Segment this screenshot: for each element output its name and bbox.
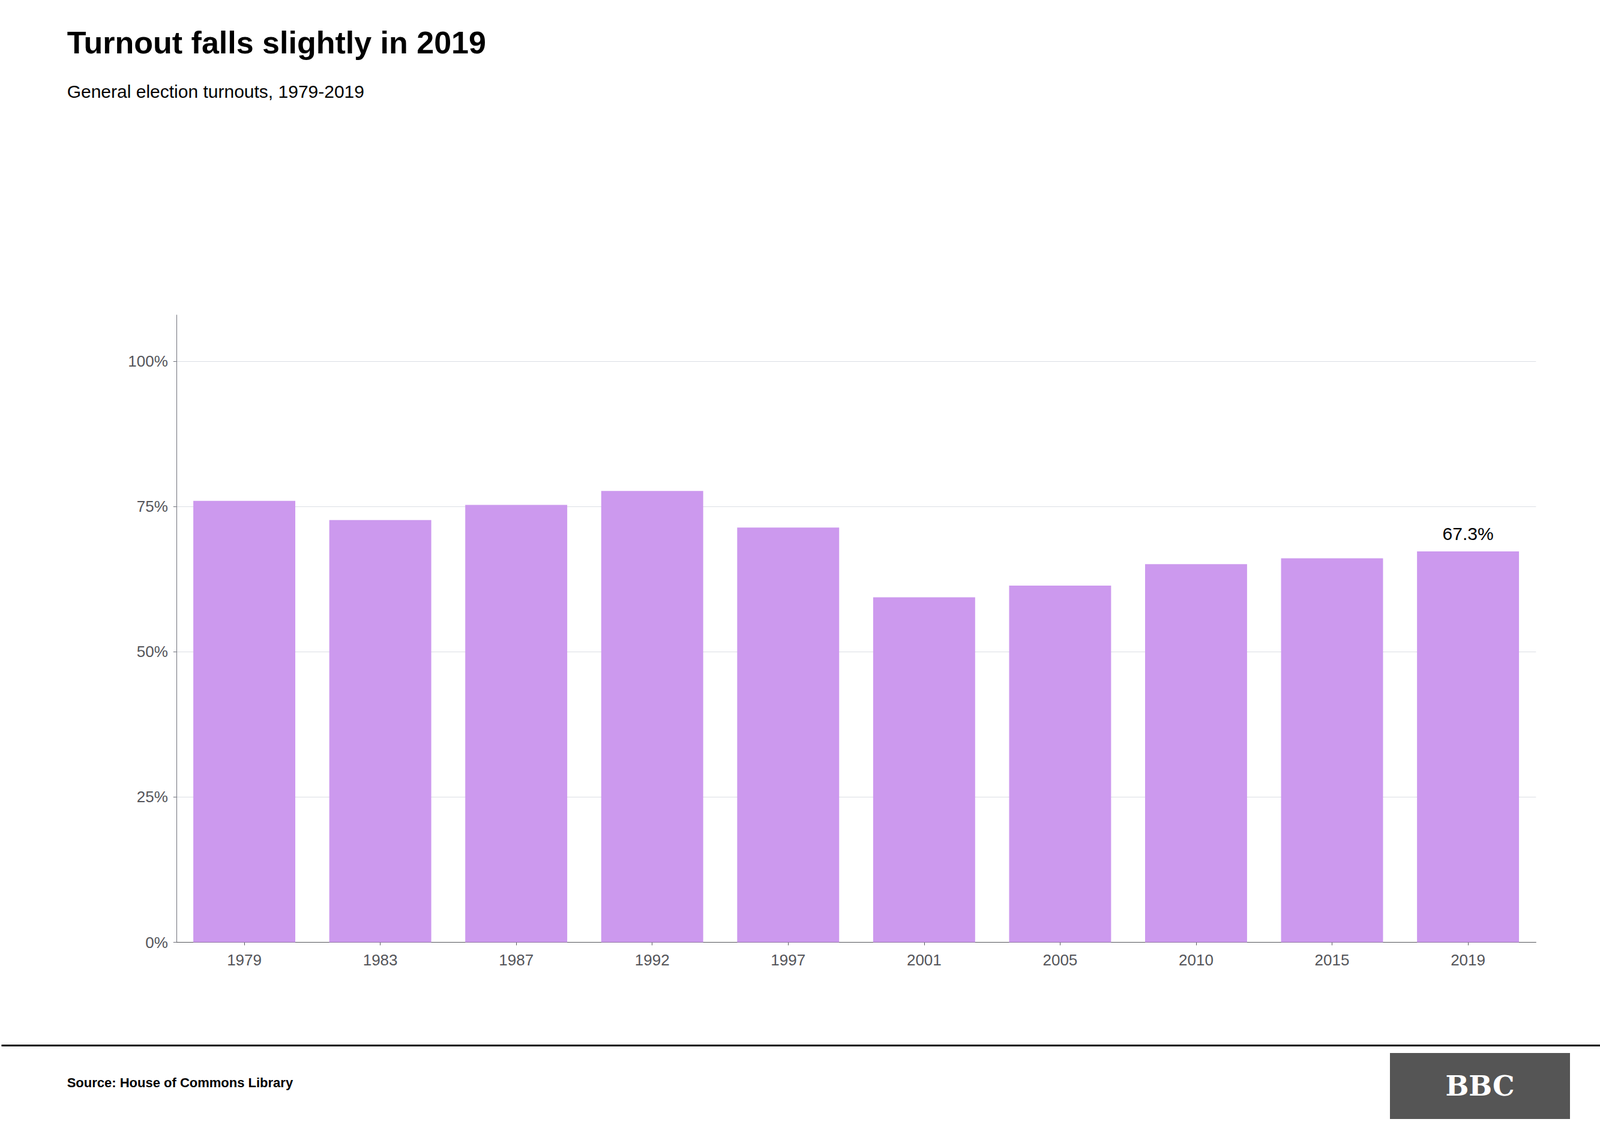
svg-text:50%: 50% xyxy=(136,642,169,661)
svg-text:1979: 1979 xyxy=(226,951,262,970)
svg-text:25%: 25% xyxy=(136,787,169,807)
svg-text:Turnout falls slightly in 2019: Turnout falls slightly in 2019 xyxy=(67,25,487,61)
svg-text:67.3%: 67.3% xyxy=(1442,523,1494,544)
svg-text:100%: 100% xyxy=(127,352,169,371)
svg-text:0%: 0% xyxy=(145,933,169,952)
svg-text:1992: 1992 xyxy=(634,951,670,970)
svg-text:Source: House of Commons Libra: Source: House of Commons Library xyxy=(67,1075,294,1091)
svg-text:General election turnouts, 197: General election turnouts, 1979-2019 xyxy=(67,81,365,102)
svg-text:BBC: BBC xyxy=(1445,1070,1515,1103)
svg-text:2010: 2010 xyxy=(1178,951,1214,970)
svg-text:1997: 1997 xyxy=(770,951,806,970)
svg-text:2015: 2015 xyxy=(1314,951,1350,970)
svg-text:2001: 2001 xyxy=(906,951,942,970)
svg-text:2019: 2019 xyxy=(1450,951,1486,970)
svg-text:1987: 1987 xyxy=(498,951,534,970)
svg-text:2005: 2005 xyxy=(1042,951,1078,970)
svg-text:75%: 75% xyxy=(136,497,169,516)
svg-text:1983: 1983 xyxy=(363,951,398,970)
